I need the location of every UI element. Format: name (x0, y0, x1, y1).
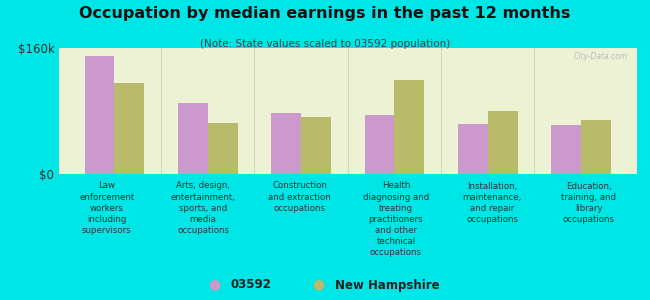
Text: Arts, design,
entertainment,
sports, and
media
occupations: Arts, design, entertainment, sports, and… (171, 182, 235, 235)
Bar (395, 80, 424, 174)
Text: Education,
training, and
library
occupations: Education, training, and library occupat… (562, 182, 616, 224)
Bar (581, 120, 611, 174)
Bar (114, 83, 144, 174)
Bar (271, 112, 301, 174)
Text: Law
enforcement
workers
including
supervisors: Law enforcement workers including superv… (79, 182, 135, 235)
Bar (208, 123, 238, 174)
Text: (Note: State values scaled to 03592 population): (Note: State values scaled to 03592 popu… (200, 39, 450, 49)
Text: 03592: 03592 (231, 278, 272, 292)
Text: New Hampshire: New Hampshire (335, 278, 439, 292)
Bar (178, 103, 208, 174)
Text: Installation,
maintenance,
and repair
occupations: Installation, maintenance, and repair oc… (463, 182, 522, 224)
Bar (365, 115, 395, 174)
Text: ●: ● (313, 278, 324, 291)
Bar (301, 116, 331, 174)
Text: Health
diagnosing and
treating
practitioners
and other
technical
occupations: Health diagnosing and treating practitio… (363, 182, 429, 257)
Text: City-Data.com: City-Data.com (574, 52, 629, 61)
Bar (458, 124, 488, 174)
Bar (551, 125, 581, 174)
Text: ●: ● (209, 278, 220, 291)
Bar (488, 111, 517, 174)
Text: Construction
and extraction
occupations: Construction and extraction occupations (268, 182, 331, 213)
Bar (84, 56, 114, 174)
Text: Occupation by median earnings in the past 12 months: Occupation by median earnings in the pas… (79, 6, 571, 21)
